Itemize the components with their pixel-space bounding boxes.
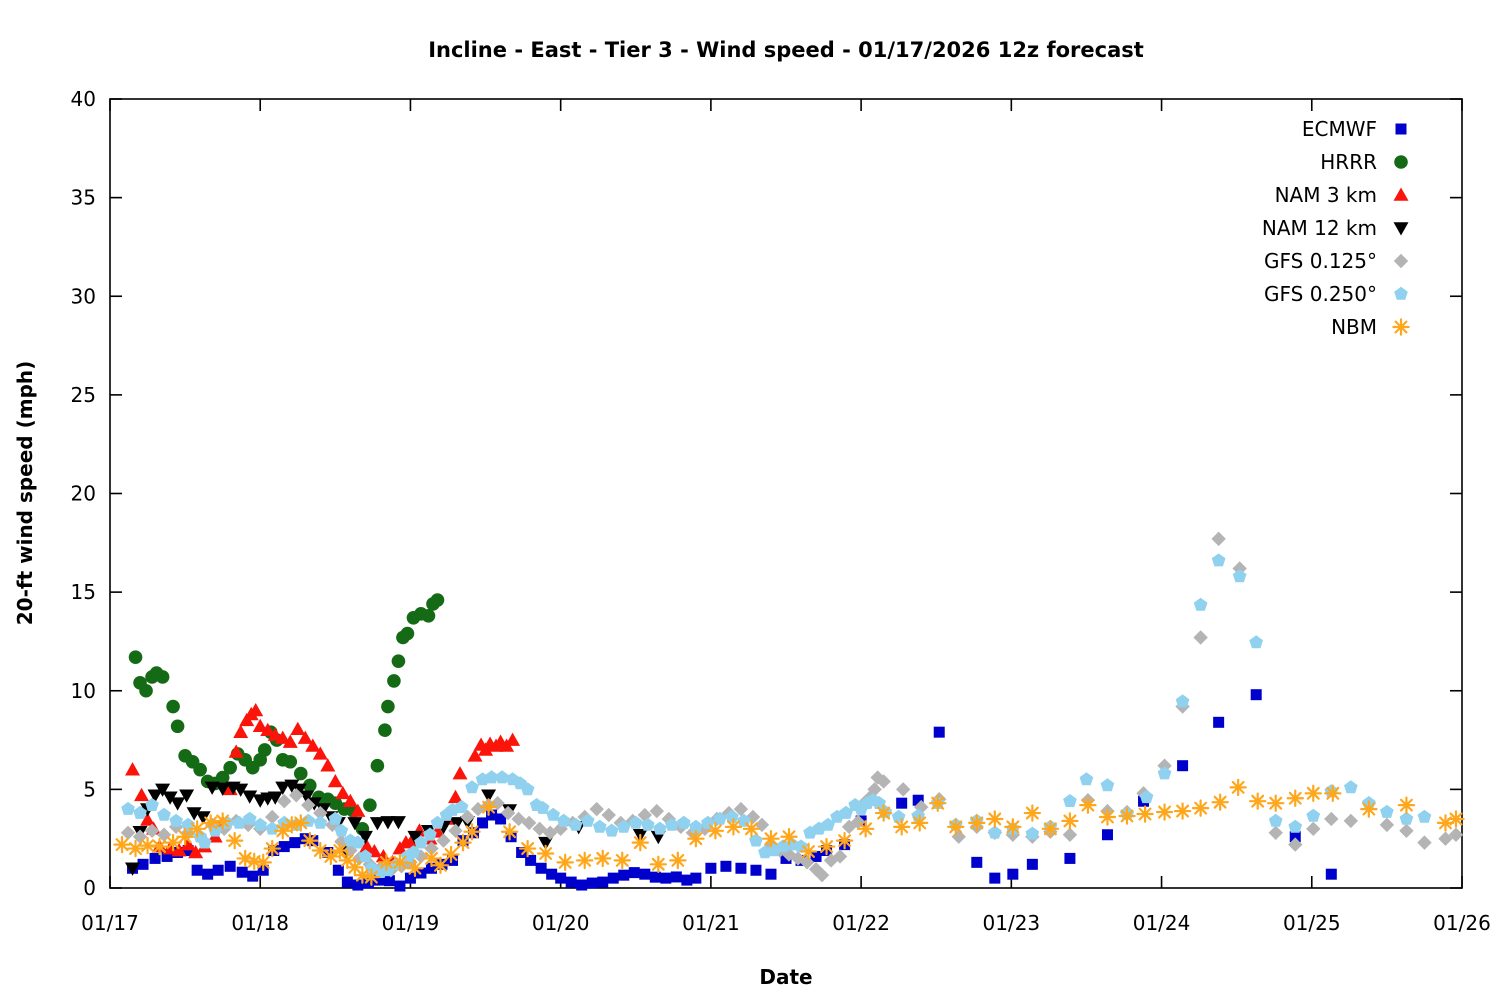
plot-axes: 0 5 10 15 20 25 30 35 40 01/17 01/18 01/19 01/20 01/2… — [71, 87, 1491, 935]
legend-item-gfs-0-125: GFS 0.125° — [1264, 249, 1409, 273]
legend-marker-nbm-icon — [1392, 318, 1410, 336]
legend-label-nbm: NBM — [1331, 315, 1377, 339]
legend-marker-nam-12-km-icon — [1393, 222, 1409, 236]
legend-label-hrrr: HRRR — [1320, 150, 1377, 174]
series-points-hrrr — [128, 593, 445, 836]
legend-item-nam-12-km: NAM 12 km — [1262, 216, 1409, 240]
legend-marker-ecmwf-icon — [1395, 123, 1407, 135]
plot-border — [109, 98, 1463, 889]
x-tick-label: 01/19 — [382, 911, 440, 935]
y-tick-label: 0 — [83, 876, 96, 900]
series-points-ecmwf — [127, 689, 1337, 892]
plot-points — [113, 531, 1465, 892]
series-points-nbm — [113, 778, 1465, 886]
series-points-gfs-0-125 — [120, 531, 1464, 883]
legend-label-nam-3-km: NAM 3 km — [1275, 183, 1377, 207]
y-axis-title: 20-ft wind speed (mph) — [13, 361, 37, 626]
legend-marker-gfs-0-250-icon — [1394, 286, 1408, 300]
x-tick-label: 01/26 — [1433, 911, 1491, 935]
legend-label-ecmwf: ECMWF — [1302, 117, 1377, 141]
y-tick-label: 20 — [71, 482, 96, 506]
x-axis-title: Date — [759, 965, 812, 989]
x-tick-label: 01/20 — [532, 911, 590, 935]
chart-title: Incline - East - Tier 3 - Wind speed - 0… — [428, 38, 1144, 62]
y-tick-label: 25 — [71, 383, 96, 407]
legend-marker-gfs-0-125-icon — [1393, 253, 1409, 269]
legend-item-nam-3-km: NAM 3 km — [1275, 183, 1409, 207]
y-tick-label: 10 — [71, 679, 96, 703]
legend-item-ecmwf: ECMWF — [1302, 117, 1407, 141]
y-tick-label: 5 — [83, 777, 96, 801]
legend-item-nbm: NBM — [1331, 315, 1410, 339]
legend-item-gfs-0-250: GFS 0.250° — [1264, 282, 1408, 306]
y-tick-label: 40 — [71, 87, 96, 111]
legend-label-gfs-0-250: GFS 0.250° — [1264, 282, 1377, 306]
x-tick-label: 01/21 — [682, 911, 740, 935]
x-tick-label: 01/24 — [1133, 911, 1191, 935]
x-tick-label: 01/18 — [231, 911, 289, 935]
x-tick-label: 01/23 — [983, 911, 1041, 935]
legend-marker-hrrr-icon — [1394, 155, 1408, 169]
chart-legend: ECMWF HRRR NAM 3 km NAM 12 km GFS 0.125° GFS … — [1262, 117, 1410, 339]
x-tick-label: 01/25 — [1283, 911, 1341, 935]
series-points-gfs-0-250 — [121, 553, 1432, 878]
x-tick-label: 01/17 — [81, 911, 139, 935]
legend-label-gfs-0-125: GFS 0.125° — [1264, 249, 1377, 273]
legend-marker-nam-3-km-icon — [1393, 187, 1409, 201]
y-tick-label: 30 — [71, 284, 96, 308]
legend-item-hrrr: HRRR — [1320, 150, 1408, 174]
x-tick-label: 01/22 — [832, 911, 890, 935]
y-tick-label: 15 — [71, 580, 96, 604]
y-tick-label: 35 — [71, 186, 96, 210]
legend-label-nam-12-km: NAM 12 km — [1262, 216, 1377, 240]
